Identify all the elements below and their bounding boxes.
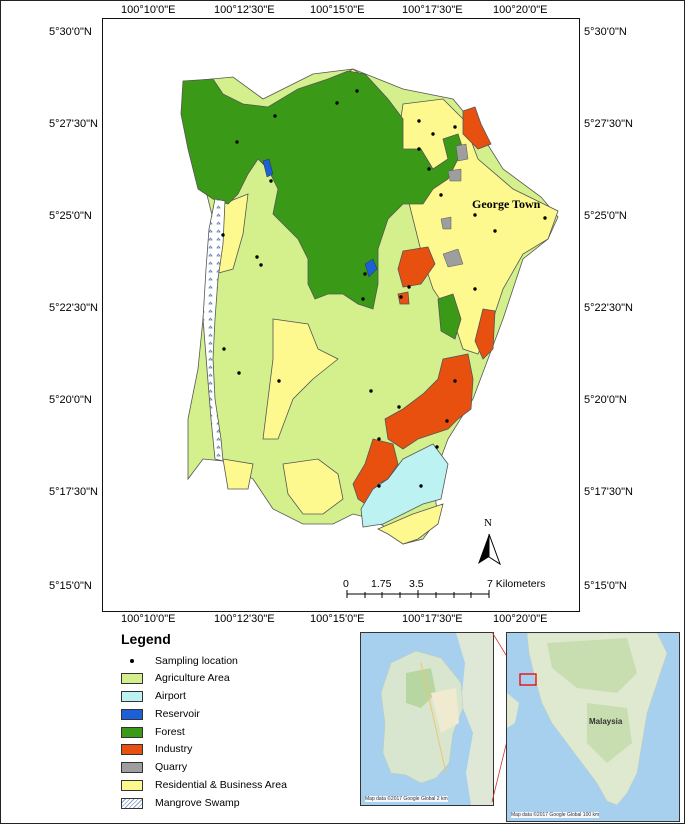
mangrove-swatch xyxy=(121,797,143,809)
land-use-map-svg xyxy=(180,68,559,598)
inset-map-penang[interactable]: Map data ©2017 Google Global 2 km xyxy=(360,632,494,806)
right-lat-4: 5°22'30"N xyxy=(584,302,633,314)
penang-inset-svg xyxy=(361,633,493,805)
inset-left-footer: Map data ©2017 Google Global 2 km xyxy=(365,796,448,802)
left-lat-4: 5°22'30"N xyxy=(49,302,98,314)
bottom-tick-3: 100°15'0"E xyxy=(310,613,365,625)
scale-bar xyxy=(346,590,490,598)
legend-label: Sampling location xyxy=(155,655,238,667)
sampling-dot-icon xyxy=(121,656,143,667)
quarry-north xyxy=(455,143,469,162)
top-tick-4: 100°17'30"E xyxy=(402,4,463,16)
residential-swatch xyxy=(121,779,143,791)
north-arrow xyxy=(478,533,501,566)
legend-item-airport: Airport xyxy=(121,689,186,703)
scale-label-3: 7 Kilometers xyxy=(487,578,546,590)
top-tick-5: 100°20'0"E xyxy=(493,4,548,16)
north-label: N xyxy=(484,517,492,529)
industry-north xyxy=(462,106,492,150)
left-lat-6: 5°17'30"N xyxy=(49,486,98,498)
legend-label: Quarry xyxy=(155,761,188,773)
reservoir-north xyxy=(262,158,274,178)
legend-item-reservoir: Reservoir xyxy=(121,707,200,721)
legend-label: Forest xyxy=(155,726,185,738)
malaysia-label: Malaysia xyxy=(589,717,623,726)
industry-small xyxy=(397,291,410,305)
industry-swatch xyxy=(121,743,143,755)
legend-item-forest: Forest xyxy=(121,725,185,739)
bottom-tick-2: 100°12'30"E xyxy=(214,613,275,625)
residential-area-southeast xyxy=(377,503,444,545)
scale-label-0: 0 xyxy=(343,578,349,590)
legend-item-residential: Residential & Business Area xyxy=(121,778,287,792)
residential-area-central xyxy=(262,318,339,440)
quarry-south xyxy=(442,248,464,268)
bottom-tick-5: 100°20'0"E xyxy=(493,613,548,625)
left-lat-3: 5°25'0"N xyxy=(49,210,92,222)
right-lat-3: 5°25'0"N xyxy=(584,210,627,222)
main-map[interactable]: George Town N 0 1.75 3.5 7 Kilometers xyxy=(102,18,580,612)
reservoir-central xyxy=(364,258,378,278)
top-tick-1: 100°10'0"E xyxy=(121,4,176,16)
industry-central xyxy=(397,246,436,288)
legend-title: Legend xyxy=(121,631,171,647)
forest-swatch xyxy=(121,726,143,738)
scale-label-1: 1.75 xyxy=(371,578,392,590)
legend-label: Airport xyxy=(155,690,186,702)
top-tick-2: 100°12'30"E xyxy=(214,4,275,16)
top-tick-3: 100°15'0"E xyxy=(310,4,365,16)
scale-label-2: 3.5 xyxy=(409,578,424,590)
airport-swatch xyxy=(121,690,143,702)
right-lat-5: 5°20'0"N xyxy=(584,394,627,406)
forest-region-main xyxy=(180,70,464,310)
quarry-swatch xyxy=(121,761,143,773)
left-lat-2: 5°27'30"N xyxy=(49,118,98,130)
inset-right-footer: Map data ©2017 Google Global 100 km xyxy=(511,812,600,818)
malaysia-inset-svg xyxy=(507,633,679,821)
airport-region xyxy=(360,443,449,528)
right-lat-7: 5°15'0"N xyxy=(584,580,627,592)
mangrove-swamp-region xyxy=(202,198,226,462)
legend-label: Industry xyxy=(155,743,193,755)
right-lat-1: 5°30'0"N xyxy=(584,26,627,38)
quarry-east xyxy=(447,168,462,182)
residential-area-southwest xyxy=(222,458,254,490)
inset-map-malaysia[interactable]: Malaysia Map data ©2017 Google Global 10… xyxy=(506,632,680,822)
legend-item-quarry: Quarry xyxy=(121,760,187,774)
left-lat-1: 5°30'0"N xyxy=(49,26,92,38)
right-lat-2: 5°27'30"N xyxy=(584,118,633,130)
legend-label: Residential & Business Area xyxy=(155,779,287,791)
industry-east xyxy=(474,308,496,360)
forest-region-small xyxy=(437,293,462,340)
legend-item-agriculture: Agriculture Area xyxy=(121,671,230,685)
bottom-tick-4: 100°17'30"E xyxy=(402,613,463,625)
right-lat-6: 5°17'30"N xyxy=(584,486,633,498)
left-lat-7: 5°15'0"N xyxy=(49,580,92,592)
reservoir-swatch xyxy=(121,708,143,720)
legend-item-sampling: Sampling location xyxy=(121,654,238,668)
agriculture-swatch xyxy=(121,672,143,684)
sampling-locations xyxy=(221,89,547,488)
legend-item-mangrove: Mangrove Swamp xyxy=(121,796,240,810)
legend-item-industry: Industry xyxy=(121,742,192,756)
legend-label: Reservoir xyxy=(155,708,200,720)
left-lat-5: 5°20'0"N xyxy=(49,394,92,406)
industry-southeast xyxy=(384,353,474,450)
george-town-label: George Town xyxy=(472,197,541,211)
legend-label: Mangrove Swamp xyxy=(155,797,240,809)
legend-label: Agriculture Area xyxy=(155,672,230,684)
quarry-mid xyxy=(440,216,452,230)
residential-area-south xyxy=(282,458,344,515)
bottom-tick-1: 100°10'0"E xyxy=(121,613,176,625)
